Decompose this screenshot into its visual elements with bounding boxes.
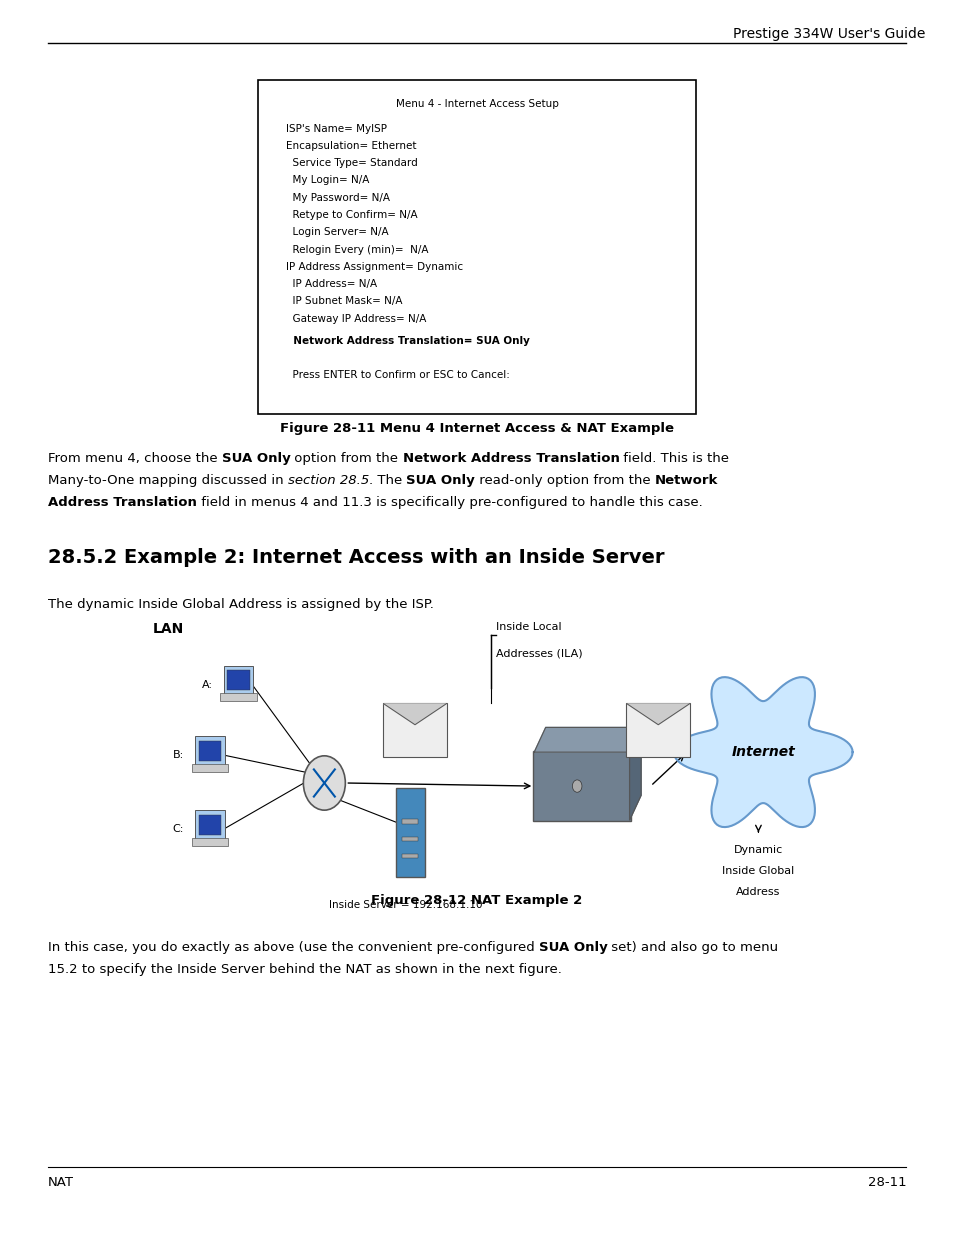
- Text: IGA 1: IGA 1: [645, 734, 670, 742]
- Text: Address Translation: Address Translation: [48, 496, 196, 510]
- Text: . The: . The: [369, 474, 406, 488]
- Text: Inside Local: Inside Local: [496, 622, 561, 632]
- Text: Inside Global: Inside Global: [721, 866, 794, 876]
- FancyBboxPatch shape: [192, 839, 228, 846]
- FancyBboxPatch shape: [625, 703, 689, 757]
- Text: set) and also go to menu: set) and also go to menu: [607, 941, 778, 955]
- Text: IP Address= N/A: IP Address= N/A: [286, 279, 377, 289]
- Text: Relogin Every (min)=  N/A: Relogin Every (min)= N/A: [286, 245, 428, 254]
- Text: Figure 28-12 NAT Example 2: Figure 28-12 NAT Example 2: [371, 894, 582, 908]
- Text: section 28.5: section 28.5: [287, 474, 369, 488]
- FancyBboxPatch shape: [195, 736, 224, 766]
- Text: From menu 4, choose the: From menu 4, choose the: [48, 452, 221, 466]
- FancyBboxPatch shape: [220, 694, 256, 701]
- Bar: [402, 837, 417, 841]
- Polygon shape: [629, 727, 640, 820]
- FancyBboxPatch shape: [198, 741, 221, 761]
- Text: 192.168.1.10: 192.168.1.10: [384, 734, 445, 742]
- Text: ISP's Name= MyISP: ISP's Name= MyISP: [286, 124, 387, 133]
- Text: Addresses (ILA): Addresses (ILA): [496, 648, 582, 658]
- FancyBboxPatch shape: [227, 671, 250, 690]
- Text: Dynamic: Dynamic: [733, 845, 782, 855]
- FancyBboxPatch shape: [395, 788, 424, 877]
- Text: Encapsulation= Ethernet: Encapsulation= Ethernet: [286, 141, 416, 151]
- Text: IP Address Assignment= Dynamic: IP Address Assignment= Dynamic: [286, 262, 463, 272]
- Text: IP Subnet Mask= N/A: IP Subnet Mask= N/A: [286, 296, 402, 306]
- Bar: [402, 820, 417, 824]
- Text: Retype to Confirm= N/A: Retype to Confirm= N/A: [286, 210, 417, 220]
- Text: SUA Only: SUA Only: [221, 452, 290, 466]
- Text: option from the: option from the: [290, 452, 402, 466]
- Text: My Password= N/A: My Password= N/A: [286, 193, 390, 203]
- Text: B:: B:: [172, 750, 184, 760]
- Polygon shape: [673, 677, 852, 827]
- Text: In this case, you do exactly as above (use the convenient pre-configured: In this case, you do exactly as above (u…: [48, 941, 538, 955]
- Text: 28.5.2 Example 2: Internet Access with an Inside Server: 28.5.2 Example 2: Internet Access with a…: [48, 548, 663, 567]
- Polygon shape: [626, 704, 688, 725]
- Bar: [402, 855, 417, 858]
- FancyBboxPatch shape: [192, 763, 228, 772]
- Text: 15.2 to specify the Inside Server behind the NAT as shown in the next figure.: 15.2 to specify the Inside Server behind…: [48, 963, 561, 977]
- Circle shape: [303, 756, 345, 810]
- Polygon shape: [534, 727, 640, 752]
- Text: Gateway IP Address= N/A: Gateway IP Address= N/A: [286, 314, 426, 324]
- Text: SA: SA: [641, 719, 656, 729]
- Text: NAT: NAT: [48, 1176, 73, 1189]
- FancyBboxPatch shape: [224, 666, 253, 695]
- Text: Login Server= N/A: Login Server= N/A: [286, 227, 389, 237]
- Text: C:: C:: [172, 824, 184, 834]
- Polygon shape: [383, 704, 445, 725]
- Text: Network Address Translation: Network Address Translation: [402, 452, 618, 466]
- Text: Many-to-One mapping discussed in: Many-to-One mapping discussed in: [48, 474, 287, 488]
- FancyBboxPatch shape: [382, 703, 446, 757]
- Text: Press ENTER to Confirm or ESC to Cancel:: Press ENTER to Confirm or ESC to Cancel:: [286, 370, 510, 380]
- Text: field. This is the: field. This is the: [618, 452, 729, 466]
- FancyBboxPatch shape: [533, 751, 630, 821]
- Text: field in menus 4 and 11.3 is specifically pre-configured to handle this case.: field in menus 4 and 11.3 is specificall…: [196, 496, 701, 510]
- FancyBboxPatch shape: [257, 80, 696, 414]
- Text: Network: Network: [655, 474, 718, 488]
- Text: Figure 28-11 Menu 4 Internet Access & NAT Example: Figure 28-11 Menu 4 Internet Access & NA…: [280, 422, 673, 436]
- Text: SUA Only: SUA Only: [406, 474, 475, 488]
- Text: 28-11: 28-11: [867, 1176, 905, 1189]
- Text: Service Type= Standard: Service Type= Standard: [286, 158, 417, 168]
- Text: LAN: LAN: [152, 622, 184, 636]
- Text: SA: SA: [398, 719, 413, 729]
- Text: Network Address Translation= SUA Only: Network Address Translation= SUA Only: [286, 336, 530, 346]
- Text: The dynamic Inside Global Address is assigned by the ISP.: The dynamic Inside Global Address is ass…: [48, 598, 433, 611]
- Text: Prestige 334W User's Guide: Prestige 334W User's Guide: [732, 27, 924, 41]
- Text: My Login= N/A: My Login= N/A: [286, 175, 369, 185]
- FancyBboxPatch shape: [198, 815, 221, 835]
- Text: Menu 4 - Internet Access Setup: Menu 4 - Internet Access Setup: [395, 99, 558, 109]
- Text: Inside Server = 192.168.1.10: Inside Server = 192.168.1.10: [329, 900, 481, 910]
- Text: read-only option from the: read-only option from the: [475, 474, 655, 488]
- Text: A:: A:: [201, 679, 213, 689]
- Text: Internet: Internet: [731, 745, 794, 760]
- FancyBboxPatch shape: [195, 810, 224, 840]
- Text: Address: Address: [736, 887, 780, 897]
- Text: SUA Only: SUA Only: [538, 941, 607, 955]
- Circle shape: [572, 781, 581, 793]
